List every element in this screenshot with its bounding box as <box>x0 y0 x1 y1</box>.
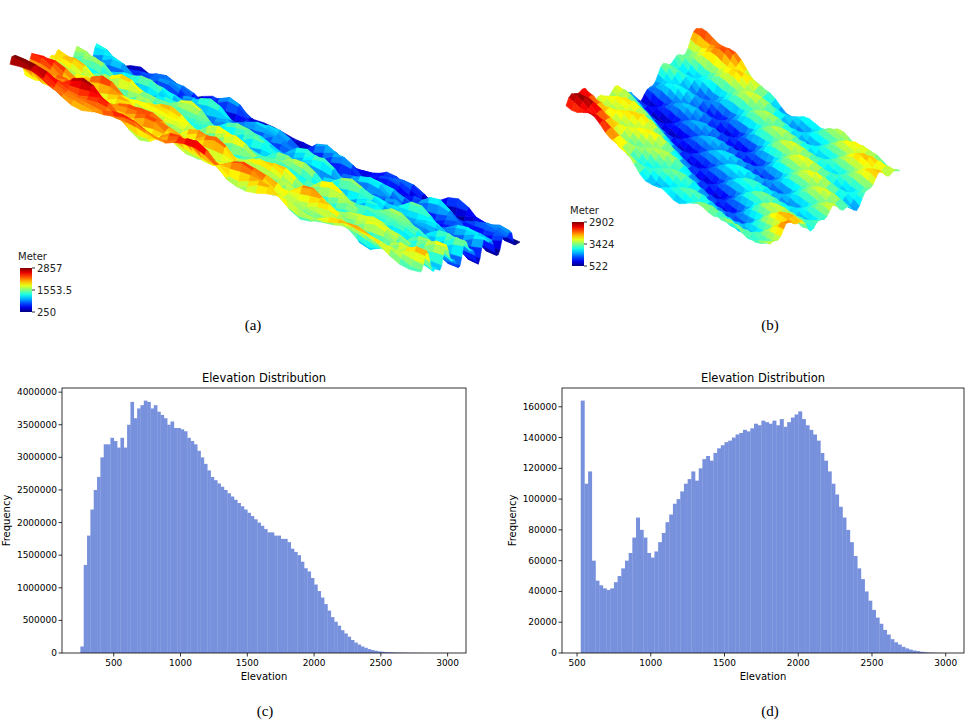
terrain-cell <box>237 181 249 187</box>
terrain-surface <box>10 44 520 272</box>
terrain-cell <box>92 111 104 115</box>
figure: Meter28571553.5250(a)Meter29023424522(b)… <box>0 0 974 725</box>
terrain-cell <box>205 128 217 134</box>
terrain-cell <box>223 137 235 144</box>
terrain-cell <box>294 153 306 158</box>
terrain-cell <box>332 153 344 157</box>
terrain-cell <box>314 147 326 154</box>
